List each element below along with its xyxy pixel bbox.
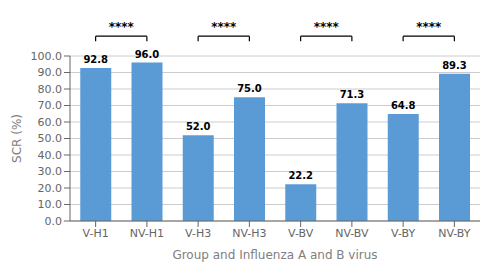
svg-text:22.2: 22.2 [288,170,313,181]
svg-text:****: **** [416,20,442,34]
svg-text:****: **** [109,20,135,34]
svg-text:****: **** [314,20,340,34]
svg-text:SCR (%): SCR (%) [10,114,24,163]
svg-text:NV-BV: NV-BV [335,227,369,240]
svg-text:****: **** [211,20,237,34]
svg-text:20.0: 20.0 [38,182,63,195]
svg-text:100.0: 100.0 [31,50,63,63]
svg-text:64.8: 64.8 [391,100,416,111]
svg-text:10.0: 10.0 [38,198,63,211]
svg-text:89.3: 89.3 [442,60,467,71]
svg-text:50.0: 50.0 [38,132,63,145]
svg-text:70.0: 70.0 [38,99,63,112]
svg-text:0.0: 0.0 [45,215,63,228]
svg-text:NV-H1: NV-H1 [130,227,164,240]
svg-text:Group and Influenza A and B vi: Group and Influenza A and B virus [172,248,377,262]
svg-text:52.0: 52.0 [186,121,211,132]
svg-text:60.0: 60.0 [38,116,63,129]
svg-text:75.0: 75.0 [237,83,262,94]
svg-text:30.0: 30.0 [38,165,63,178]
svg-text:71.3: 71.3 [340,89,365,100]
svg-text:92.8: 92.8 [83,54,108,65]
svg-text:NV-BY: NV-BY [438,227,471,240]
svg-text:V-H1: V-H1 [83,227,109,240]
svg-text:NV-H3: NV-H3 [232,227,266,240]
svg-text:80.0: 80.0 [38,83,63,96]
svg-text:90.0: 90.0 [38,66,63,79]
svg-text:40.0: 40.0 [38,149,63,162]
svg-text:96.0: 96.0 [135,49,160,60]
svg-text:V-BY: V-BY [391,227,415,240]
svg-text:V-BV: V-BV [288,227,314,240]
svg-text:V-H3: V-H3 [185,227,211,240]
